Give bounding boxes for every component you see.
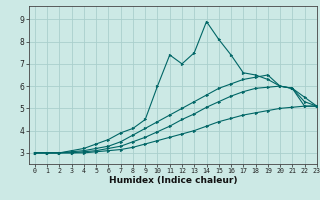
X-axis label: Humidex (Indice chaleur): Humidex (Indice chaleur) <box>108 176 237 185</box>
